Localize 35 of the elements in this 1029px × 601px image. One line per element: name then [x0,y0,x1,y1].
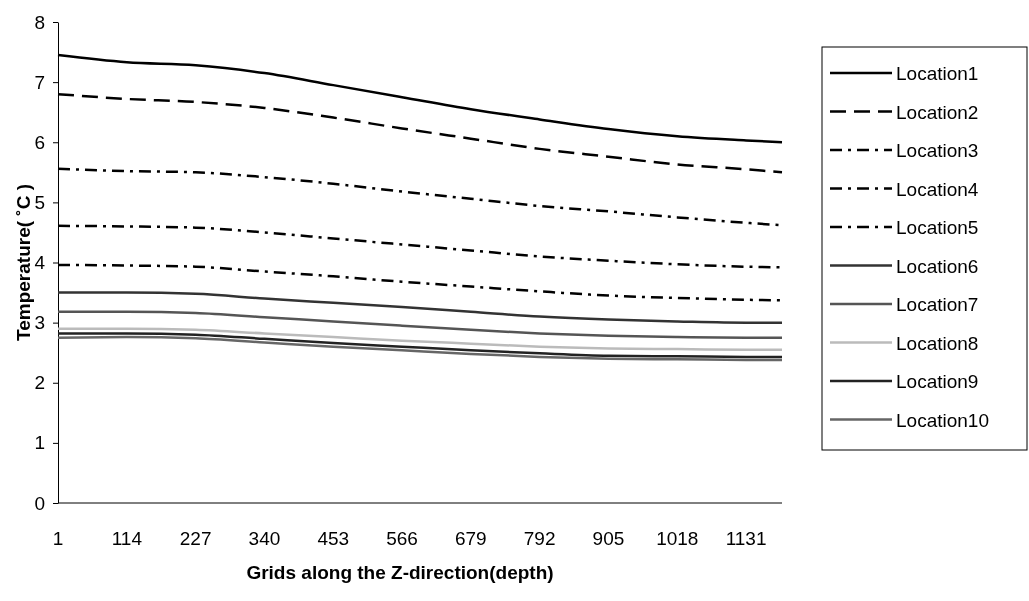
y-tick-label: 5 [34,191,45,213]
legend-label: Location4 [896,178,979,200]
x-tick-label: 227 [179,528,212,549]
y-axis-title: Temperature( ˚C ) [13,184,34,341]
legend-label: Location9 [896,371,979,392]
x-tick-label: 1131 [725,528,767,549]
x-tick-label: 566 [386,528,418,549]
x-axis-title: Grids along the Z-direction(depth) [246,562,554,583]
legend-label: Location1 [896,63,979,84]
x-tick-label: 453 [317,528,350,549]
y-tick-label: 0 [34,492,45,514]
x-tick-label: 905 [592,528,625,549]
y-tick-label: 8 [34,11,45,33]
line-series [56,310,784,339]
legend-label: Location2 [896,101,979,123]
x-tick-label: 340 [248,528,281,549]
line-series [56,327,784,351]
legend-label: Location6 [896,255,979,277]
legend-label: Location10 [896,409,989,431]
x-tick-label: 1018 [656,528,699,549]
y-tick-label: 1 [34,432,45,454]
x-tick-label: 114 [111,528,143,549]
y-tick-label: 4 [34,252,46,274]
y-tick-label: 6 [34,131,45,153]
y-tick-label: 2 [34,372,45,394]
legend-label: Location3 [896,140,979,161]
legend-label: Location7 [896,294,979,315]
legend-label: Location5 [896,217,979,238]
line-series [56,291,784,324]
legend-label: Location8 [896,332,979,354]
x-tick-label: 1 [52,528,64,549]
y-tick-label: 7 [34,71,45,93]
y-tick-label: 3 [34,312,45,334]
x-tick-label: 679 [454,528,487,549]
x-tick-label: 792 [523,528,556,549]
